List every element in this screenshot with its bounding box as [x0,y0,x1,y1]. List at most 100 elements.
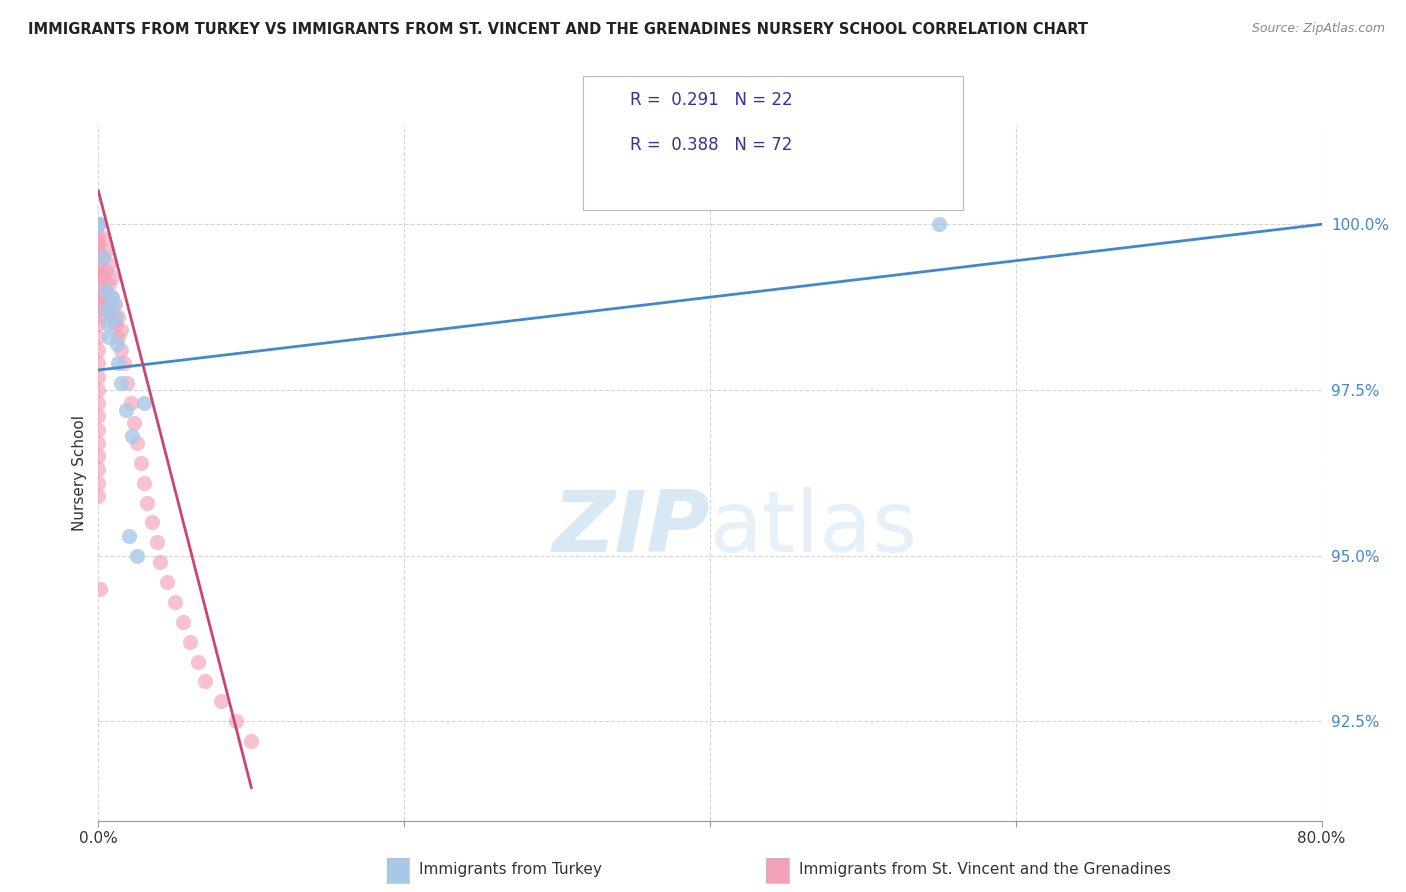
Point [87,270,110,285]
Point [87,383,110,397]
Point [87,284,110,298]
Point [97,317,120,331]
Point [87,290,110,304]
Point [87,217,110,231]
Point [91,310,114,324]
Point [87,475,110,490]
Point [134,396,156,410]
Text: ZIP: ZIP [553,487,710,570]
Point [87,217,110,231]
Point [110,343,132,358]
Point [91,230,114,244]
Point [87,423,110,437]
Point [145,535,167,549]
Point [87,343,110,358]
Point [163,595,186,609]
Point [122,416,145,430]
Point [87,369,110,384]
Point [87,409,110,424]
Point [115,402,138,417]
Point [101,290,124,304]
Text: Immigrants from St. Vincent and the Grenadines: Immigrants from St. Vincent and the Gren… [799,863,1171,877]
Point [118,529,141,543]
Point [187,655,209,669]
Point [91,290,114,304]
Point [129,456,152,470]
Point [121,429,143,443]
Point [107,310,129,324]
Point [91,251,114,265]
Point [101,270,124,285]
Point [87,251,110,265]
Point [107,330,129,344]
Point [94,263,117,277]
Point [94,303,117,318]
Point [87,217,110,231]
Point [98,297,121,311]
Point [107,356,129,370]
Point [87,303,110,318]
Point [110,323,132,337]
Point [87,297,110,311]
Text: Immigrants from Turkey: Immigrants from Turkey [419,863,602,877]
Point [179,634,201,648]
Point [87,217,110,231]
Point [104,310,127,324]
Point [87,356,110,370]
Point [87,277,110,291]
Point [94,284,117,298]
Point [94,244,117,258]
Point [87,244,110,258]
Point [110,376,132,391]
Point [98,257,121,271]
Text: atlas: atlas [710,487,918,570]
Point [194,674,217,689]
Point [94,303,117,318]
Point [87,489,110,503]
Text: R =  0.291   N = 22: R = 0.291 N = 22 [630,91,793,109]
Point [91,251,114,265]
Point [87,330,110,344]
Point [141,516,163,530]
Point [101,310,124,324]
Point [104,317,127,331]
Point [87,217,110,231]
Point [117,376,139,391]
Text: Source: ZipAtlas.com: Source: ZipAtlas.com [1251,22,1385,36]
Point [134,475,156,490]
Point [87,237,110,252]
Point [209,694,232,708]
Text: R =  0.388   N = 72: R = 0.388 N = 72 [630,136,792,153]
Point [125,436,148,450]
Point [225,714,247,729]
Point [125,549,148,563]
Point [87,230,110,244]
Point [100,290,122,304]
Y-axis label: Nursery School: Nursery School [72,415,87,531]
Point [156,575,179,590]
Point [89,582,111,596]
Point [87,217,110,231]
Point [928,217,950,231]
Point [105,336,128,351]
Point [94,284,117,298]
Point [112,356,135,370]
Point [172,615,194,629]
Point [98,330,121,344]
Point [87,449,110,463]
Point [103,297,125,311]
Point [149,555,172,569]
Point [87,217,110,231]
Point [87,217,110,231]
Point [87,263,110,277]
Point [87,257,110,271]
Point [120,396,142,410]
Point [87,436,110,450]
Point [104,297,127,311]
Point [136,495,159,509]
Point [98,277,121,291]
Point [87,217,110,231]
Point [91,270,114,285]
Point [87,317,110,331]
Point [87,462,110,476]
